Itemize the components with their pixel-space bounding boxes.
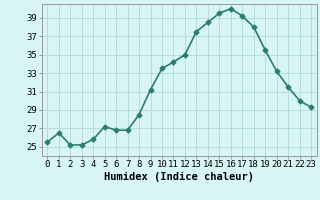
X-axis label: Humidex (Indice chaleur): Humidex (Indice chaleur) (104, 172, 254, 182)
